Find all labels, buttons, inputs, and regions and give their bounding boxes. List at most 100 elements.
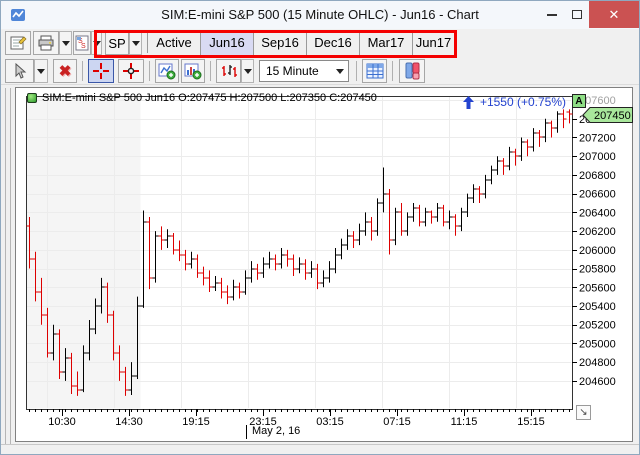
svg-text:14:30: 14:30 xyxy=(115,416,143,428)
pointer-crosshair-button[interactable] xyxy=(118,59,144,83)
close-icon: ✕ xyxy=(608,6,620,22)
date-marker: May 2, 16 xyxy=(246,425,300,439)
symbol-dropdown[interactable] xyxy=(129,31,142,55)
ohlc-bars-icon xyxy=(221,65,237,77)
daily-change: +1550 (+0.75%) xyxy=(462,95,566,109)
bar-style-dropdown[interactable] xyxy=(241,59,254,83)
window-title: SIM:E-mini S&P 500 (15 Minute OHLC) - Ju… xyxy=(161,7,479,22)
up-arrow-icon xyxy=(462,95,474,109)
auto-scale-badge[interactable]: A xyxy=(572,94,586,108)
chevron-down-icon xyxy=(243,68,252,74)
pointer-icon xyxy=(15,63,26,79)
delete-drawing-button[interactable]: ✖ xyxy=(53,59,77,83)
tab-jun17[interactable]: Jun17 xyxy=(415,35,452,50)
svg-text:207600: 207600 xyxy=(579,95,616,107)
change-text: +1550 (+0.75%) xyxy=(479,95,566,109)
svg-text:S: S xyxy=(78,38,83,45)
tab-dec16[interactable]: Dec16 xyxy=(307,31,360,55)
print-button[interactable] xyxy=(33,31,59,55)
svg-text:205600: 205600 xyxy=(579,282,616,294)
svg-text:206400: 206400 xyxy=(579,207,616,219)
svg-text:207200: 207200 xyxy=(579,132,616,144)
last-price-box: 207450 xyxy=(582,107,633,123)
svg-text:15:15: 15:15 xyxy=(517,416,545,428)
ohlc-chart[interactable]: 10:30 14:30 19:15 23:15 03:15 07:15 11:15 15:15… xyxy=(16,88,632,441)
svg-text:10:30: 10:30 xyxy=(48,416,76,428)
chart-region[interactable]: 10:30 14:30 19:15 23:15 03:15 07:15 11:15 15:15… xyxy=(15,87,633,442)
symbol-status-icon xyxy=(27,93,37,103)
pointer-tool-button[interactable] xyxy=(5,59,34,83)
chevron-down-icon xyxy=(37,68,45,74)
regions-icon xyxy=(405,62,420,80)
svg-text:204800: 204800 xyxy=(579,357,616,369)
timeframe-value: 15 Minute xyxy=(266,64,319,78)
studies-button[interactable]: S S xyxy=(73,31,91,55)
svg-text:205200: 205200 xyxy=(579,320,616,332)
crosshair-icon xyxy=(93,63,109,79)
circle-crosshair-icon xyxy=(123,63,139,79)
svg-text:206000: 206000 xyxy=(579,245,616,257)
toolbar-separator xyxy=(210,61,211,81)
toolbar-separator xyxy=(149,61,150,81)
print-icon xyxy=(38,35,54,51)
app-icon xyxy=(11,9,25,21)
timeframe-combobox[interactable]: 15 Minute xyxy=(259,60,349,82)
date-label: May 2, 16 xyxy=(252,425,301,437)
svg-text:204600: 204600 xyxy=(579,376,616,388)
svg-text:206600: 206600 xyxy=(579,189,616,201)
new-chart-button[interactable] xyxy=(155,59,179,83)
svg-text:07:15: 07:15 xyxy=(383,416,411,428)
toolbar-separator xyxy=(82,61,83,81)
toolbar-separator xyxy=(392,61,393,81)
svg-text:206200: 206200 xyxy=(579,226,616,238)
client-area: 10:30 14:30 19:15 23:15 03:15 07:15 11:15 15:15… xyxy=(1,86,639,454)
pointer-tool-dropdown[interactable] xyxy=(34,59,48,83)
dock-gripper[interactable] xyxy=(10,88,11,444)
studies-dropdown[interactable] xyxy=(91,31,102,55)
quote-board-icon xyxy=(366,63,383,79)
chart-settings-button[interactable] xyxy=(5,31,31,55)
svg-text:207000: 207000 xyxy=(579,151,616,163)
titlebar[interactable]: SIM:E-mini S&P 500 (15 Minute OHLC) - Ju… xyxy=(1,1,639,29)
maximize-icon xyxy=(572,10,582,19)
duplicate-chart-button[interactable] xyxy=(181,59,205,83)
scale-resize-handle[interactable]: ↘ xyxy=(576,405,591,420)
dock-gripper[interactable] xyxy=(5,88,6,444)
maximize-button[interactable] xyxy=(565,1,589,28)
date-tick xyxy=(246,425,247,439)
chart-add-icon xyxy=(158,63,176,80)
svg-text:11:15: 11:15 xyxy=(451,416,478,428)
crosshair-tool-button[interactable] xyxy=(88,59,114,83)
bar-style-button[interactable] xyxy=(216,59,241,83)
toolbar-main: S S SP Active Jun16 Sep16 Dec16 Mar17 Ju… xyxy=(1,29,639,57)
delete-icon: ✖ xyxy=(58,63,72,80)
print-options-dropdown[interactable] xyxy=(59,31,72,55)
svg-text:S: S xyxy=(81,43,86,50)
tab-sep16[interactable]: Sep16 xyxy=(254,31,307,55)
chart-settings-icon xyxy=(10,36,27,50)
minimize-button[interactable] xyxy=(539,1,565,28)
minimize-icon xyxy=(547,13,557,16)
svg-text:205400: 205400 xyxy=(579,301,616,313)
last-price-value: 207450 xyxy=(594,110,631,122)
symbol-label: SP xyxy=(108,35,126,51)
chart-regions-button[interactable] xyxy=(399,59,425,83)
chevron-down-icon xyxy=(332,68,348,74)
toolbar-separator xyxy=(356,61,357,81)
chevron-down-icon xyxy=(61,40,70,46)
bottom-strip xyxy=(1,444,639,454)
svg-text:23:15: 23:15 xyxy=(249,416,277,428)
close-button[interactable]: ✕ xyxy=(589,1,639,28)
quote-board-button[interactable] xyxy=(362,59,387,83)
tab-jun16[interactable]: Jun16 xyxy=(201,31,254,55)
chart-legend: SIM:E-mini S&P 500 Jun16 O:207475 H:2075… xyxy=(27,92,377,104)
svg-text:206800: 206800 xyxy=(579,170,616,182)
svg-text:205000: 205000 xyxy=(579,338,616,350)
chevron-down-icon xyxy=(131,40,140,46)
tab-mar17[interactable]: Mar17 xyxy=(360,31,413,55)
symbol-button[interactable]: SP xyxy=(105,31,129,55)
tab-separator xyxy=(147,33,148,53)
chevron-down-icon xyxy=(92,40,101,46)
tab-active[interactable]: Active xyxy=(148,31,201,55)
